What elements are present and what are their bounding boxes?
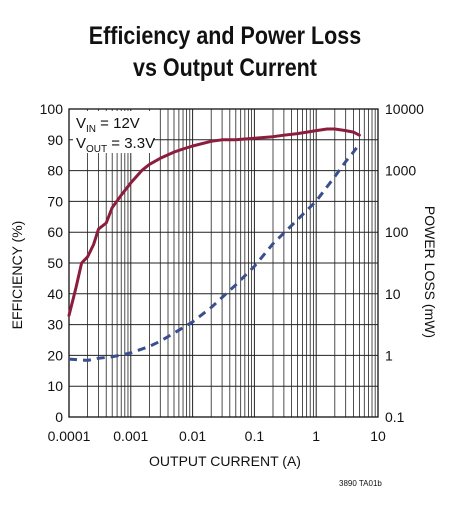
x-tick-label: 0.001: [113, 428, 148, 444]
y-left-tick-label: 60: [47, 224, 63, 240]
y-left-tick-label: 70: [47, 193, 63, 209]
x-tick-label: 0.01: [179, 428, 206, 444]
vin-annotation: VIN = 12V: [76, 115, 140, 135]
y-left-tick-label: 10: [47, 378, 63, 394]
y-left-tick-label: 40: [47, 286, 63, 302]
power-loss-series-line: [68, 143, 361, 362]
annotation-background: [73, 111, 153, 153]
y-right-tick-label: 10000: [385, 101, 424, 117]
series-layer: [67, 127, 361, 362]
efficiency-series-line: [67, 127, 361, 317]
x-axis-ticks: 0.0001 0.001 0.01 0.1 1 10: [48, 428, 386, 444]
y-axis-left-label: EFFICIENCY (%): [9, 221, 25, 330]
x-tick-label: 1: [312, 428, 320, 444]
y-left-tick-label: 100: [40, 101, 64, 117]
vout-annotation: VOUT = 3.3V: [76, 135, 155, 155]
left-axis-ticks: 0 10 20 30 40 50 60 70 80 90 100: [40, 101, 64, 425]
x-tick-label: 0.0001: [48, 428, 91, 444]
y-right-tick-label: 10: [385, 286, 401, 302]
plot-frame: [68, 108, 379, 418]
chart-title-line-2: vs Output Current: [133, 54, 317, 82]
y-left-tick-label: 80: [47, 163, 63, 179]
chart-title-line-1: Efficiency and Power Loss: [88, 22, 362, 50]
right-axis-ticks: 0.1 1 10 100 1000 10000: [385, 101, 424, 425]
y-left-tick-label: 20: [47, 347, 63, 363]
y-right-tick-label: 0.1: [385, 409, 405, 425]
y-axis-right-label: POWER LOSS (mW): [422, 206, 438, 338]
y-right-tick-label: 1000: [385, 163, 416, 179]
y-left-tick-label: 0: [55, 409, 63, 425]
figure-footnote: 3890 TA01b: [339, 479, 382, 488]
y-right-tick-label: 1: [385, 347, 393, 363]
x-tick-label: 0.1: [245, 428, 265, 444]
y-left-tick-label: 90: [47, 132, 63, 148]
x-axis-label: OUTPUT CURRENT (A): [149, 453, 301, 469]
chart-grid: [68, 108, 379, 418]
x-tick-label: 10: [370, 428, 386, 444]
y-left-tick-label: 30: [47, 317, 63, 333]
y-left-tick-label: 50: [47, 255, 63, 271]
y-right-tick-label: 100: [385, 224, 409, 240]
